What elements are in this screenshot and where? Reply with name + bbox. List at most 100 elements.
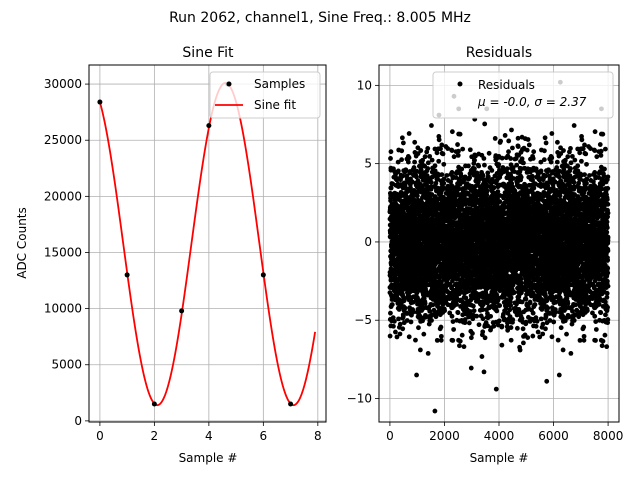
residual-point [472,157,477,163]
sample-point [179,308,185,314]
residual-point [508,295,514,301]
sample-point [97,99,103,105]
residual-point [444,173,450,178]
residual-point [491,185,497,190]
residual-point [415,151,421,157]
residual-point [498,138,504,144]
sine-fit-title: Sine Fit [182,45,234,61]
residual-point [471,308,477,314]
residual-point [422,154,428,160]
residual-point [476,322,482,328]
sine-fit-ytick-label-6: 30000 [44,77,82,91]
residual-point [480,316,486,322]
residual-point [406,334,412,340]
residual-point [486,150,492,156]
residual-point [400,314,406,320]
residual-point [506,149,511,155]
residual-point [438,333,444,339]
residual-point [499,342,505,348]
residual-point [449,284,455,290]
sine-fit-curve-layer [99,82,316,407]
residual-point [488,313,494,319]
residual-point [496,162,502,167]
residual-point [514,325,520,331]
residual-point [510,145,515,151]
residual-point [468,335,474,341]
residual-point [425,351,431,356]
residual-point [414,193,420,199]
residual-point [420,157,426,163]
residual-point [459,166,465,172]
residual-point [449,129,455,135]
residual-point [412,159,417,165]
residual-point [489,168,495,173]
residual-point [428,179,434,185]
residual-point [455,142,460,147]
residual-point [499,323,505,329]
residual-point [402,305,408,311]
residual-point [425,160,431,166]
residual-point [399,135,405,141]
residual-point [482,335,488,341]
residual-point [414,168,420,174]
residual-point [410,309,416,315]
residual-point [497,199,503,205]
residual-point [399,148,405,154]
residual-point [436,137,442,143]
residual-point [389,302,395,307]
residual-point [449,148,455,154]
residual-point [518,276,524,282]
residual-point [441,161,447,167]
residual-point [439,142,445,148]
residual-point [421,331,427,337]
residual-point [457,131,463,137]
residual-point [388,310,393,316]
residual-point [438,337,444,343]
residual-point [418,148,424,153]
residual-point [408,319,414,325]
sine-fit-xtick-label-4: 8 [314,429,322,443]
residual-point [519,280,524,286]
residual-point [521,160,526,166]
residual-point [394,334,400,340]
residual-point [451,327,457,332]
sine-fit-line [99,82,316,407]
residual-point [467,147,473,153]
residual-point [461,344,467,350]
residual-point [400,173,406,179]
residual-point [456,148,461,154]
residual-point [430,302,436,308]
residual-point [434,337,440,343]
residual-point [457,338,463,344]
residual-point [476,163,482,169]
sine-fit-legend: Samples Sine fit [209,71,321,119]
residual-point [438,146,443,152]
sine-fit-ytick-label-5: 25000 [44,133,82,147]
residual-point [508,156,514,161]
residual-point [414,174,419,180]
residual-point [429,157,435,163]
residual-point [390,315,396,321]
residual-point [492,136,498,141]
residual-point [439,172,445,178]
residual-point [399,157,405,163]
residual-point [507,307,513,313]
residual-point [468,365,474,371]
residual-point [400,326,406,332]
residual-point [509,127,514,133]
residual-point [404,318,410,323]
sample-point [206,123,212,129]
residual-point [450,319,456,325]
residual-point [470,330,475,336]
residual-point [414,372,419,378]
residual-point [401,298,407,304]
residual-point [406,131,412,136]
sample-point [260,272,266,278]
residual-point [420,318,425,324]
residual-point [510,317,516,323]
residual-point [438,324,444,330]
residual-point [427,308,433,314]
sine-fit-xtick-label-1: 2 [151,429,159,443]
residual-point [484,188,490,194]
